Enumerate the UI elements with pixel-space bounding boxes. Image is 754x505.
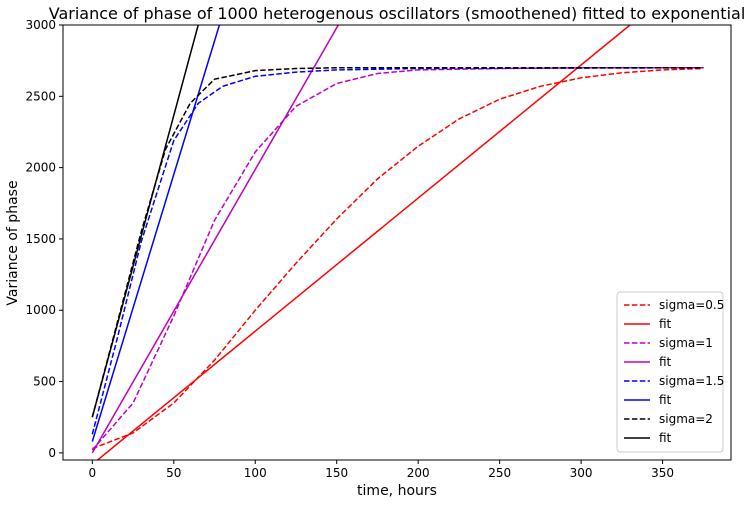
series-line-2: [91, 67, 704, 451]
series-line-0: [92, 67, 704, 450]
x-tick-label: 350: [651, 466, 674, 480]
x-tick-label: 100: [244, 466, 267, 480]
legend-label: sigma=0.5: [659, 298, 724, 312]
legend-label: fit: [659, 431, 672, 445]
y-axis-label: Variance of phase: [5, 180, 21, 305]
chart-title: Variance of phase of 1000 heterogenous o…: [49, 4, 746, 23]
legend: sigma=0.5 fit sigma=1 fit sigma=1.5 fit sigma=…: [616, 291, 724, 453]
y-tick-label: 2000: [25, 161, 56, 175]
legend-label: sigma=2: [659, 412, 713, 426]
legend-label: sigma=1: [659, 336, 713, 350]
x-axis: 0 50 100 150 200 250 300 350: [89, 460, 674, 480]
x-tick-label: 200: [407, 466, 430, 480]
y-tick-label: 0: [48, 446, 56, 460]
legend-label: fit: [659, 393, 672, 407]
legend-label: fit: [659, 317, 672, 331]
series-line-6: [91, 67, 704, 418]
x-tick-label: 0: [89, 466, 97, 480]
x-tick-label: 250: [488, 466, 511, 480]
y-tick-label: 2500: [25, 89, 56, 103]
series-line-7: [91, 25, 199, 418]
series-line-1: [96, 25, 631, 460]
x-tick-label: 300: [570, 466, 593, 480]
series-line-5: [91, 25, 221, 442]
plot-frame: [62, 24, 732, 461]
legend-label: sigma=1.5: [659, 374, 724, 388]
x-axis-label: time, hours: [357, 483, 437, 499]
y-tick-label: 3000: [25, 18, 56, 32]
legend-box: [616, 291, 724, 453]
y-tick-label: 1500: [25, 232, 56, 246]
y-tick-label: 500: [33, 375, 56, 389]
y-axis: 0 500 1000 1500 2000 2500 3000: [25, 18, 63, 460]
legend-label: fit: [659, 355, 672, 369]
plot-area: [91, 25, 704, 460]
x-tick-label: 50: [166, 466, 181, 480]
series-line-3: [91, 25, 339, 454]
x-tick-label: 150: [325, 466, 348, 480]
y-tick-label: 1000: [25, 303, 56, 317]
series-line-4: [91, 67, 704, 435]
